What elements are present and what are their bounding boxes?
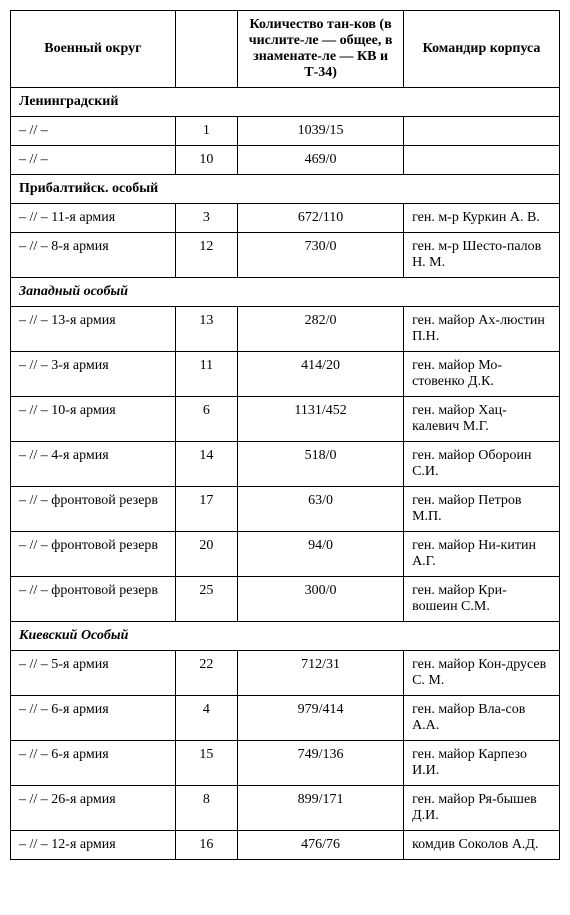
cell-number: 13	[175, 307, 237, 352]
cell-number: 8	[175, 786, 237, 831]
cell-commander	[404, 146, 560, 175]
cell-number: 20	[175, 532, 237, 577]
cell-number: 11	[175, 352, 237, 397]
cell-tanks: 476/76	[238, 831, 404, 860]
cell-district: – // – 4-я армия	[11, 442, 176, 487]
cell-commander	[404, 117, 560, 146]
cell-tanks: 469/0	[238, 146, 404, 175]
cell-district: – // – фронтовой резерв	[11, 532, 176, 577]
cell-tanks: 749/136	[238, 741, 404, 786]
header-district: Военный округ	[11, 11, 176, 88]
table-row: – // – 3-я армия11414/20ген. майор Мо-ст…	[11, 352, 560, 397]
cell-number: 25	[175, 577, 237, 622]
table-row: – // – фронтовой резерв25300/0ген. майор…	[11, 577, 560, 622]
table-row: – // – фронтовой резерв2094/0ген. майор …	[11, 532, 560, 577]
section-title: Киевский Особый	[11, 622, 560, 651]
header-number	[175, 11, 237, 88]
cell-number: 1	[175, 117, 237, 146]
cell-number: 6	[175, 397, 237, 442]
cell-tanks: 518/0	[238, 442, 404, 487]
table-row: – // – 11-я армия3672/110ген. м-р Куркин…	[11, 204, 560, 233]
table-row: – // – 12-я армия16476/76комдив Соколов …	[11, 831, 560, 860]
cell-number: 10	[175, 146, 237, 175]
section-title: Западный особый	[11, 278, 560, 307]
header-tanks: Количество тан-ков (в числите-ле — общее…	[238, 11, 404, 88]
cell-commander: ген. майор Хац-калевич М.Г.	[404, 397, 560, 442]
cell-commander: ген. майор Петров М.П.	[404, 487, 560, 532]
cell-commander: ген. майор Карпезо И.И.	[404, 741, 560, 786]
cell-district: – // – 8-я армия	[11, 233, 176, 278]
cell-tanks: 94/0	[238, 532, 404, 577]
cell-tanks: 672/110	[238, 204, 404, 233]
cell-tanks: 730/0	[238, 233, 404, 278]
cell-district: – // – 3-я армия	[11, 352, 176, 397]
table-row: – // – 13-я армия13282/0ген. майор Ах-лю…	[11, 307, 560, 352]
cell-commander: ген. майор Ах-люстин П.Н.	[404, 307, 560, 352]
cell-number: 4	[175, 696, 237, 741]
cell-tanks: 1039/15	[238, 117, 404, 146]
section-title: Ленинградский	[11, 88, 560, 117]
cell-number: 3	[175, 204, 237, 233]
cell-number: 16	[175, 831, 237, 860]
cell-district: – // –	[11, 146, 176, 175]
cell-commander: комдив Соколов А.Д.	[404, 831, 560, 860]
cell-district: – // – 6-я армия	[11, 696, 176, 741]
cell-district: – // – фронтовой резерв	[11, 577, 176, 622]
cell-commander: ген. майор Кон-друсев С. М.	[404, 651, 560, 696]
cell-commander: ген. м-р Куркин А. В.	[404, 204, 560, 233]
cell-number: 14	[175, 442, 237, 487]
cell-tanks: 899/171	[238, 786, 404, 831]
cell-district: – // – 26-я армия	[11, 786, 176, 831]
section-title: Прибалтийск. особый	[11, 175, 560, 204]
section-header-row: Прибалтийск. особый	[11, 175, 560, 204]
cell-commander: ген. майор Ря-бышев Д.И.	[404, 786, 560, 831]
cell-number: 22	[175, 651, 237, 696]
cell-district: – // –	[11, 117, 176, 146]
cell-number: 17	[175, 487, 237, 532]
cell-number: 12	[175, 233, 237, 278]
table-row: – // –10469/0	[11, 146, 560, 175]
table-row: – // – 26-я армия8899/171ген. майор Ря-б…	[11, 786, 560, 831]
cell-number: 15	[175, 741, 237, 786]
table-row: – // – 4-я армия14518/0ген. майор Оборои…	[11, 442, 560, 487]
table-row: – // – 10-я армия61131/452ген. майор Хац…	[11, 397, 560, 442]
table-header-row: Военный округ Количество тан-ков (в числ…	[11, 11, 560, 88]
cell-tanks: 63/0	[238, 487, 404, 532]
header-commander: Командир корпуса	[404, 11, 560, 88]
cell-commander: ген. майор Мо-стовенко Д.К.	[404, 352, 560, 397]
table-row: – // – 6-я армия15749/136ген. майор Карп…	[11, 741, 560, 786]
cell-commander: ген. майор Вла-сов А.А.	[404, 696, 560, 741]
section-header-row: Ленинградский	[11, 88, 560, 117]
military-districts-table: Военный округ Количество тан-ков (в числ…	[10, 10, 560, 860]
cell-commander: ген. майор Ни-китин А.Г.	[404, 532, 560, 577]
cell-district: – // – 11-я армия	[11, 204, 176, 233]
cell-district: – // – 12-я армия	[11, 831, 176, 860]
cell-district: – // – 13-я армия	[11, 307, 176, 352]
cell-district: – // – 6-я армия	[11, 741, 176, 786]
section-header-row: Киевский Особый	[11, 622, 560, 651]
cell-commander: ген. майор Кри-вошеин С.М.	[404, 577, 560, 622]
cell-commander: ген. м-р Шесто-палов Н. М.	[404, 233, 560, 278]
cell-tanks: 1131/452	[238, 397, 404, 442]
section-header-row: Западный особый	[11, 278, 560, 307]
cell-district: – // – 10-я армия	[11, 397, 176, 442]
cell-tanks: 282/0	[238, 307, 404, 352]
table-row: – // – 8-я армия12730/0ген. м-р Шесто-па…	[11, 233, 560, 278]
cell-tanks: 414/20	[238, 352, 404, 397]
cell-tanks: 300/0	[238, 577, 404, 622]
cell-district: – // – 5-я армия	[11, 651, 176, 696]
table-row: – // –11039/15	[11, 117, 560, 146]
table-row: – // – фронтовой резерв1763/0ген. майор …	[11, 487, 560, 532]
cell-tanks: 712/31	[238, 651, 404, 696]
cell-district: – // – фронтовой резерв	[11, 487, 176, 532]
cell-commander: ген. майор Обороин С.И.	[404, 442, 560, 487]
table-row: – // – 5-я армия22712/31ген. майор Кон-д…	[11, 651, 560, 696]
table-row: – // – 6-я армия4979/414ген. майор Вла-с…	[11, 696, 560, 741]
cell-tanks: 979/414	[238, 696, 404, 741]
